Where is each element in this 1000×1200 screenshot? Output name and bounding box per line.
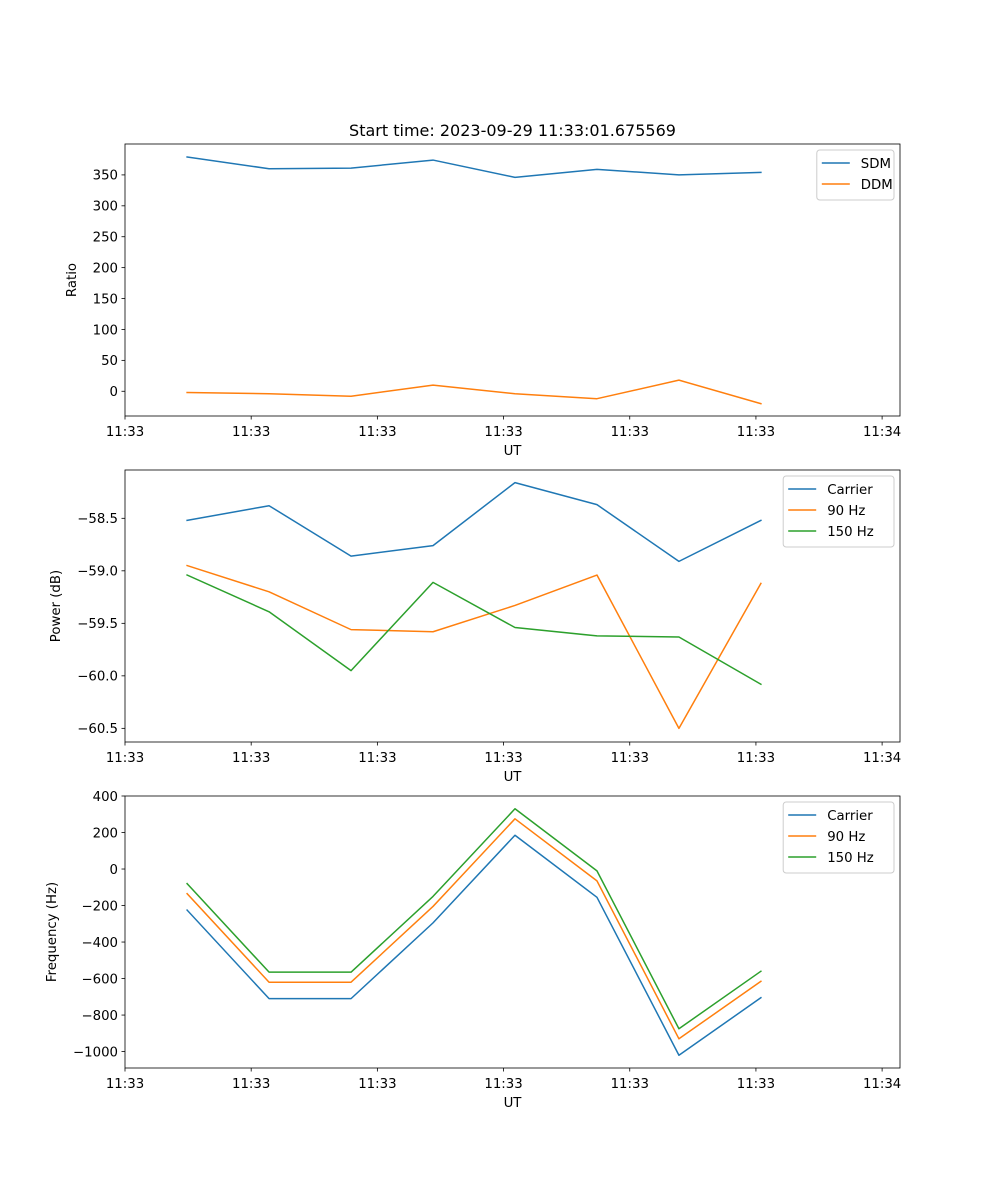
y-tick-label: 350 xyxy=(93,169,118,184)
x-tick-label: 11:33 xyxy=(611,425,649,440)
axes-frame xyxy=(124,469,901,743)
legend-label: Carrier xyxy=(827,483,873,498)
y-tick-label: −58.5 xyxy=(77,512,118,527)
x-tick-label: 11:33 xyxy=(358,751,396,766)
y-tick-label: −59.0 xyxy=(77,565,118,580)
x-tick-label: 11:33 xyxy=(737,1077,775,1092)
y-tick-label: −400 xyxy=(81,936,118,951)
y-tick-label: −1000 xyxy=(73,1045,118,1060)
y-axis-label: Frequency (Hz) xyxy=(45,882,60,982)
y-tick-label: 400 xyxy=(93,790,118,805)
y-tick-label: 250 xyxy=(93,231,118,246)
y-tick-label: −59.5 xyxy=(77,617,118,632)
axes-frame xyxy=(124,795,901,1069)
x-tick-label: 11:34 xyxy=(863,751,901,766)
x-tick-label: 11:33 xyxy=(358,425,396,440)
legend-label: 150 Hz xyxy=(827,525,874,540)
x-tick-label: 11:33 xyxy=(484,751,522,766)
series-line-150-hz xyxy=(186,808,762,1030)
series-line-ddm xyxy=(186,379,762,405)
legend-label: Carrier xyxy=(827,809,873,824)
x-tick-label: 11:33 xyxy=(484,1077,522,1092)
series-line-90-hz xyxy=(186,818,762,1040)
y-axis-label: Power (dB) xyxy=(49,570,64,642)
series-line-carrier xyxy=(186,481,762,563)
y-tick-label: 200 xyxy=(93,261,118,276)
y-tick-label: −200 xyxy=(81,899,118,914)
x-tick-label: 11:34 xyxy=(863,425,901,440)
x-tick-label: 11:33 xyxy=(106,751,144,766)
y-tick-label: 0 xyxy=(110,385,118,400)
x-tick-label: 11:33 xyxy=(106,1077,144,1092)
legend-box xyxy=(782,801,895,874)
x-axis-label: UT xyxy=(504,770,523,785)
y-tick-label: 150 xyxy=(93,292,118,307)
x-tick-label: 11:34 xyxy=(863,1077,901,1092)
axes-frame xyxy=(124,143,901,417)
series-line-150-hz xyxy=(186,574,762,686)
series-line-sdm xyxy=(186,156,762,179)
y-tick-label: 200 xyxy=(93,826,118,841)
y-tick-label: 100 xyxy=(93,323,118,338)
y-tick-label: 300 xyxy=(93,200,118,215)
x-tick-label: 11:33 xyxy=(232,1077,270,1092)
legend-label: 90 Hz xyxy=(827,504,865,519)
legend: SDM DDM xyxy=(816,149,895,201)
x-tick-label: 11:33 xyxy=(358,1077,396,1092)
legend: Carrier 90 Hz 150 Hz xyxy=(782,475,895,548)
y-axis-label: Ratio xyxy=(65,263,80,297)
subplot-1: 11:33 11:33 11:33 11:33 11:33 11:33 11:34 0 50 10… xyxy=(65,143,901,459)
x-tick-label: 11:33 xyxy=(232,425,270,440)
x-axis-label: UT xyxy=(504,1096,523,1111)
x-tick-label: 11:33 xyxy=(611,751,649,766)
x-tick-label: 11:33 xyxy=(611,1077,649,1092)
legend-box xyxy=(782,475,895,548)
subplot-2: 11:33 11:33 11:33 11:33 11:33 11:33 11:34 −60.5… xyxy=(49,469,901,785)
legend-label: 150 Hz xyxy=(827,851,874,866)
y-tick-label: −60.0 xyxy=(77,670,118,685)
legend-label: DDM xyxy=(861,178,893,193)
x-tick-label: 11:33 xyxy=(737,751,775,766)
y-tick-label: −60.5 xyxy=(77,722,118,737)
x-tick-label: 11:33 xyxy=(737,425,775,440)
legend-label: SDM xyxy=(861,157,891,172)
chart-title: Start time: 2023-09-29 11:33:01.675569 xyxy=(349,121,676,140)
x-tick-label: 11:33 xyxy=(106,425,144,440)
legend: Carrier 90 Hz 150 Hz xyxy=(782,801,895,874)
series-line-carrier xyxy=(186,834,762,1056)
y-tick-label: 0 xyxy=(110,863,118,878)
series-line-90-hz xyxy=(186,564,762,730)
subplot-3: 11:33 11:33 11:33 11:33 11:33 11:33 11:34 −1000… xyxy=(45,790,901,1111)
y-tick-label: −600 xyxy=(81,972,118,987)
y-tick-label: 50 xyxy=(101,354,118,369)
legend-label: 90 Hz xyxy=(827,830,865,845)
x-axis-label: UT xyxy=(504,444,523,459)
x-tick-label: 11:33 xyxy=(484,425,522,440)
y-tick-label: −800 xyxy=(81,1009,118,1024)
x-tick-label: 11:33 xyxy=(232,751,270,766)
